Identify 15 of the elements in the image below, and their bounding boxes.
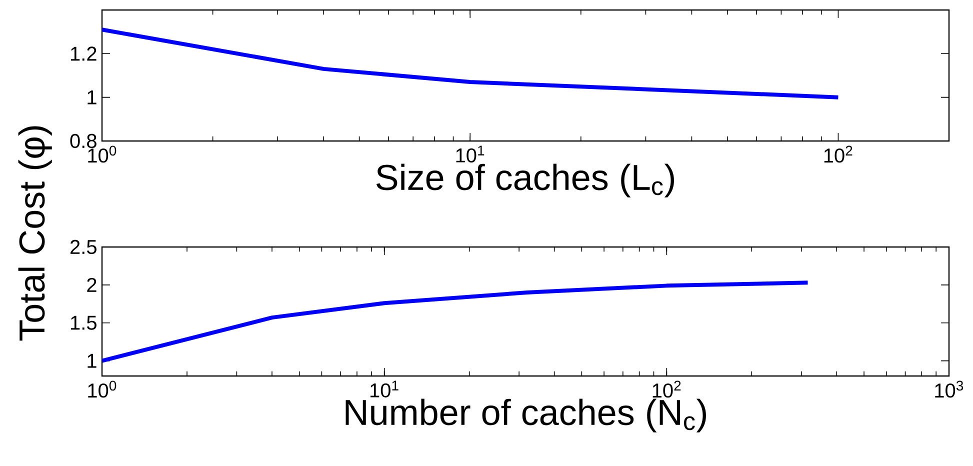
x-tick-label: 10$^{1}$ xyxy=(456,146,484,162)
x-tick-label: 10$^{2}$ xyxy=(824,146,852,163)
x-tick-label: 10$^{2}$ xyxy=(652,380,681,398)
x-tick-label: 10$^{0}$ xyxy=(88,380,116,398)
y-tick-label: 1 xyxy=(88,354,96,368)
x-axis-title: Size of caches (L$_{c}$) xyxy=(376,164,674,198)
y-tick-label: 1 xyxy=(88,90,96,104)
x-tick-label: 10$^{3}$ xyxy=(935,380,964,398)
x-tick-label: 10$^{1}$ xyxy=(370,380,398,398)
y-tick-label: 1.2 xyxy=(71,46,96,61)
y-tick-label: 2.5 xyxy=(70,240,96,254)
y-tick-label: 1.5 xyxy=(71,316,96,330)
x-axis-title: Number of caches (N$_{c}$) xyxy=(346,398,706,432)
y-tick-label: 2 xyxy=(87,278,96,292)
y-axis-title: Total Cost (φ) xyxy=(18,126,52,341)
